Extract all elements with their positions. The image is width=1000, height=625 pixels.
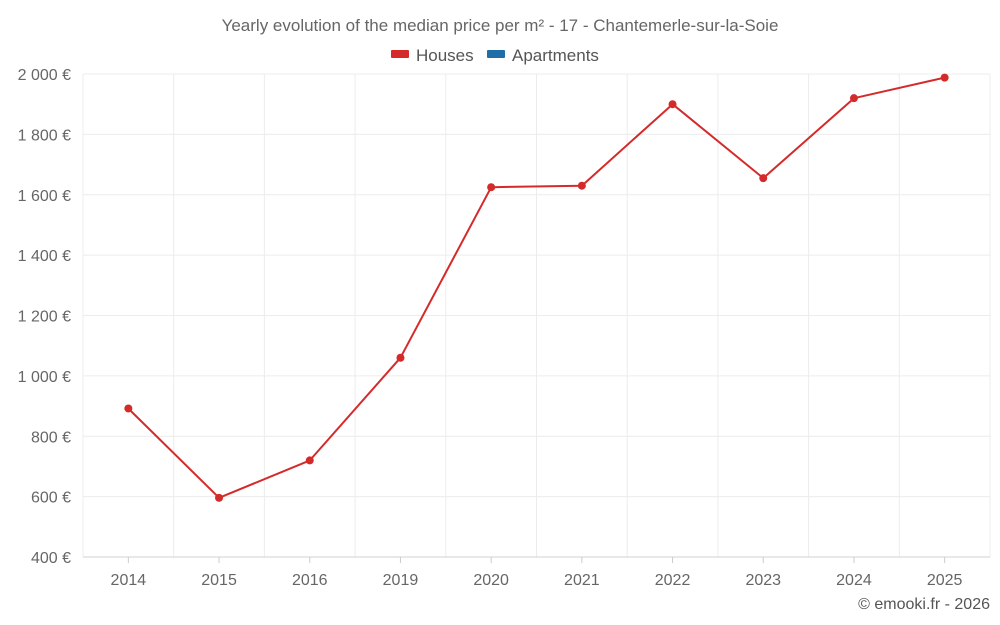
x-tick-label: 2015: [201, 572, 237, 589]
x-tick-label: 2014: [111, 572, 147, 589]
series-line-houses: [127, 76, 945, 499]
data-point-houses[interactable]: [396, 353, 405, 362]
legend-item-apartments[interactable]: Apartments: [487, 46, 599, 65]
x-tick-label: 2025: [927, 572, 963, 589]
legend: Houses Apartments: [391, 46, 599, 65]
data-point-houses[interactable]: [305, 456, 314, 465]
data-point-houses[interactable]: [940, 73, 949, 82]
x-tick-label: 2022: [655, 572, 691, 589]
legend-swatch-apartments: [487, 50, 505, 58]
y-tick-label: 1 000 €: [18, 369, 71, 386]
x-tick-label: 2023: [745, 572, 781, 589]
x-tick-label: 2020: [473, 572, 509, 589]
y-tick-label: 1 800 €: [18, 127, 71, 144]
x-tick-label: 2021: [564, 572, 600, 589]
y-tick-label: 800 €: [31, 429, 71, 446]
data-point-houses[interactable]: [124, 404, 133, 413]
y-tick-label: 2 000 €: [18, 67, 71, 84]
legend-label-houses: Houses: [416, 46, 474, 65]
series-houses: [124, 73, 949, 502]
legend-swatch-houses: [391, 50, 409, 58]
x-axis-ticks: 2014 2015 2016 2019 2020 2021 2022 2023 2024 2025: [111, 557, 963, 589]
data-point-houses[interactable]: [577, 181, 586, 190]
y-tick-label: 400 €: [31, 550, 71, 567]
legend-label-apartments: Apartments: [512, 46, 599, 65]
chart-title: Yearly evolution of the median price per…: [222, 16, 779, 35]
data-point-houses[interactable]: [215, 493, 224, 502]
data-point-houses[interactable]: [668, 100, 677, 109]
y-tick-label: 1 400 €: [18, 248, 71, 265]
data-point-houses[interactable]: [849, 94, 858, 103]
x-tick-label: 2016: [292, 572, 328, 589]
y-axis-ticks: 400 € 600 € 800 € 1 000 € 1 200 € 1 400 € 1 60…: [18, 67, 71, 567]
y-tick-label: 1 600 €: [18, 188, 71, 205]
y-tick-label: 1 200 €: [18, 309, 71, 326]
legend-item-houses[interactable]: Houses: [391, 46, 474, 65]
data-point-houses[interactable]: [759, 174, 768, 183]
y-tick-label: 600 €: [31, 490, 71, 507]
x-tick-label: 2024: [836, 572, 872, 589]
data-point-houses[interactable]: [487, 183, 496, 192]
grid: [82, 73, 991, 557]
credit-text: © emooki.fr - 2026: [858, 596, 990, 613]
x-tick-label: 2019: [383, 572, 419, 589]
